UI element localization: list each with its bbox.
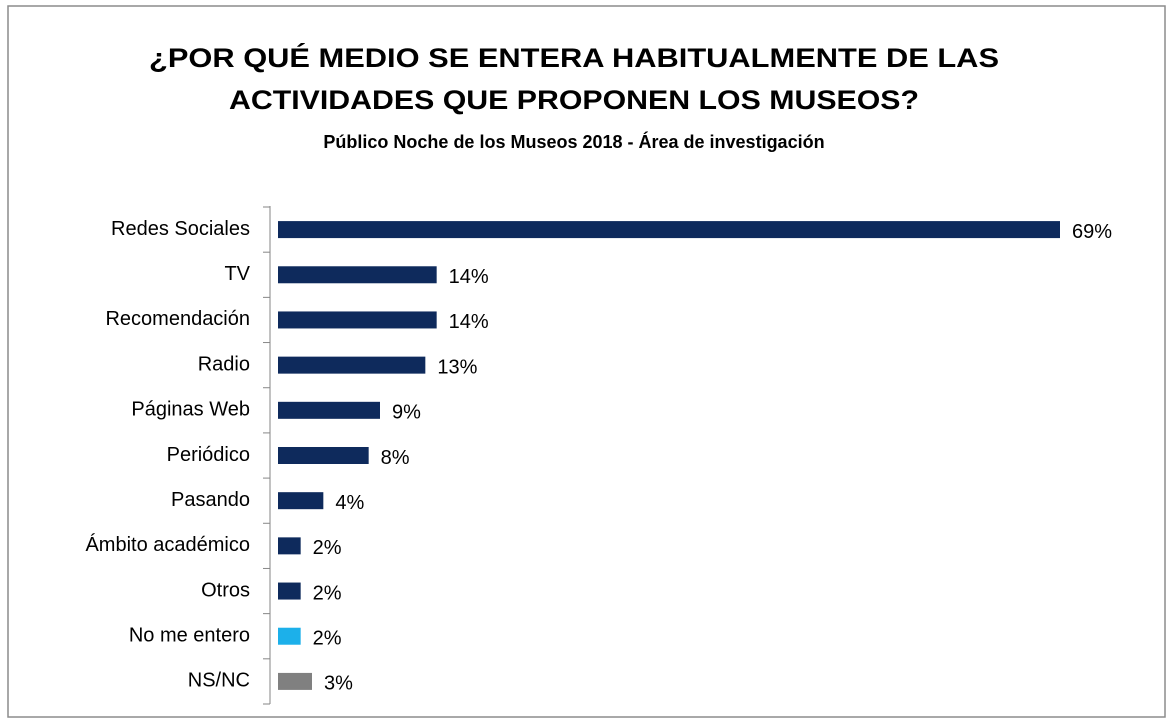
category-label: Radio [198, 353, 250, 375]
category-label: NS/NC [188, 670, 250, 692]
value-label: 14% [449, 266, 489, 288]
bar [278, 582, 301, 600]
value-label: 3% [324, 673, 353, 695]
chart-frame [7, 5, 1166, 718]
bar [278, 311, 437, 329]
value-label: 69% [1072, 221, 1112, 243]
category-label: TV [224, 263, 250, 285]
bar [278, 447, 369, 464]
bar [278, 401, 380, 419]
value-label: 13% [437, 356, 477, 378]
bar [278, 356, 426, 374]
value-label: 14% [449, 311, 489, 333]
value-label: 9% [392, 402, 421, 424]
value-label: 4% [335, 492, 364, 514]
chart-title: ACTIVIDADES QUE PROPONEN LOS MUSEOS? [229, 85, 919, 115]
category-label: Páginas Web [131, 399, 250, 421]
category-label: Pasando [171, 489, 250, 511]
category-label: Otros [201, 579, 250, 601]
category-label: No me entero [129, 625, 250, 647]
bar [278, 627, 301, 645]
bar [278, 672, 312, 690]
category-label: Ámbito académico [85, 533, 250, 556]
category-label: Periódico [167, 444, 250, 466]
bar [278, 221, 1060, 239]
value-label: 2% [313, 582, 342, 604]
bar [278, 492, 324, 510]
category-label: Recomendación [105, 308, 250, 330]
chart-subtitle: Público Noche de los Museos 2018 - Área … [323, 131, 824, 152]
bar [278, 266, 437, 284]
bar [278, 537, 301, 555]
category-label: Redes Sociales [111, 218, 250, 240]
chart-title: ¿POR QUÉ MEDIO SE ENTERA HABITUALMENTE D… [149, 42, 999, 73]
value-label: 2% [313, 628, 342, 650]
value-label: 2% [313, 537, 342, 559]
value-label: 8% [381, 447, 410, 469]
